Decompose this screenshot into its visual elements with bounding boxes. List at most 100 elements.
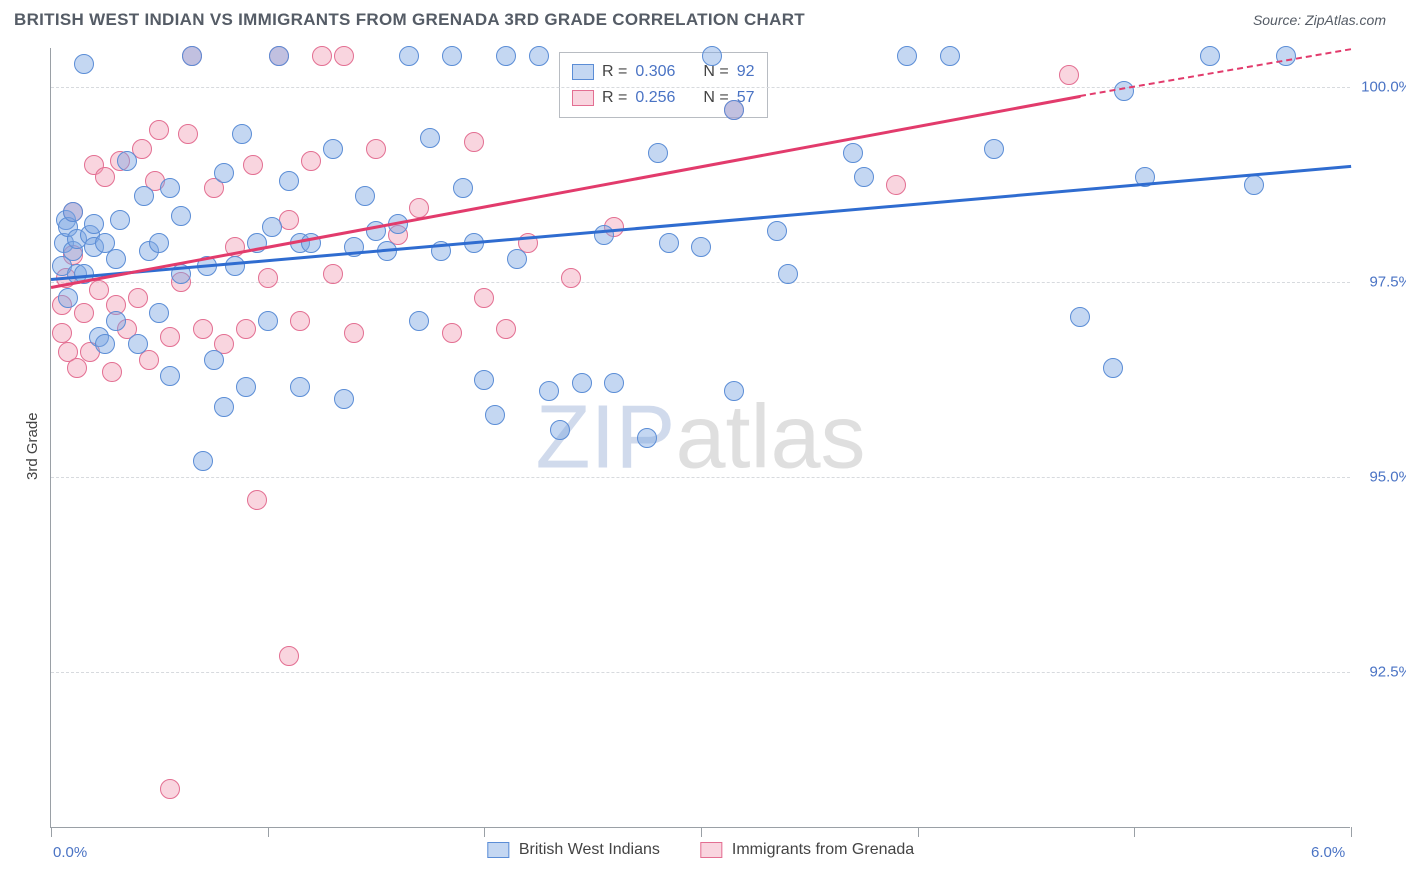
scatter-point <box>243 155 263 175</box>
scatter-point <box>1200 46 1220 66</box>
scatter-point <box>52 323 72 343</box>
legend-label-1: British West Indians <box>519 841 660 859</box>
scatter-point <box>323 139 343 159</box>
scatter-point <box>594 225 614 245</box>
scatter-point <box>572 373 592 393</box>
x-tick <box>701 827 702 837</box>
scatter-point <box>236 377 256 397</box>
x-tick <box>918 827 919 837</box>
scatter-point <box>193 319 213 339</box>
legend-item-2: Immigrants from Grenada <box>700 841 914 859</box>
y-axis-label: 3rd Grade <box>24 412 41 480</box>
swatch-series-2 <box>572 90 594 106</box>
scatter-point <box>442 323 462 343</box>
scatter-point <box>204 350 224 370</box>
scatter-point <box>539 381 559 401</box>
scatter-point <box>344 323 364 343</box>
watermark: ZIPatlas <box>535 386 865 489</box>
scatter-point <box>149 233 169 253</box>
scatter-point <box>843 143 863 163</box>
scatter-point <box>420 128 440 148</box>
x-tick-label: 0.0% <box>53 844 87 861</box>
scatter-point <box>95 167 115 187</box>
scatter-point <box>58 288 78 308</box>
y-tick-label: 92.5% <box>1357 664 1406 681</box>
scatter-point <box>604 373 624 393</box>
scatter-point <box>496 46 516 66</box>
scatter-point <box>236 319 256 339</box>
scatter-point <box>1070 307 1090 327</box>
scatter-point <box>290 377 310 397</box>
scatter-point <box>659 233 679 253</box>
x-tick <box>1134 827 1135 837</box>
scatter-point <box>550 420 570 440</box>
scatter-point <box>214 397 234 417</box>
scatter-point <box>334 389 354 409</box>
scatter-point <box>323 264 343 284</box>
scatter-point <box>561 268 581 288</box>
scatter-point <box>897 46 917 66</box>
scatter-point <box>1244 175 1264 195</box>
scatter-point <box>409 311 429 331</box>
scatter-point <box>128 288 148 308</box>
x-tick-label: 6.0% <box>1311 844 1345 861</box>
scatter-point <box>95 334 115 354</box>
y-tick-label: 97.5% <box>1357 274 1406 291</box>
scatter-point <box>149 303 169 323</box>
watermark-atlas: atlas <box>675 387 865 487</box>
plot-area: ZIPatlas R = 0.306 N = 92 R = 0.256 N = … <box>50 48 1350 828</box>
scatter-point <box>940 46 960 66</box>
legend-label-2: Immigrants from Grenada <box>732 841 914 859</box>
scatter-point <box>193 451 213 471</box>
r-value-2: 0.256 <box>635 85 675 111</box>
scatter-point <box>886 175 906 195</box>
grid-line <box>51 87 1350 88</box>
scatter-point <box>334 46 354 66</box>
scatter-point <box>74 54 94 74</box>
scatter-point <box>160 366 180 386</box>
scatter-point <box>110 210 130 230</box>
scatter-point <box>496 319 516 339</box>
scatter-point <box>464 132 484 152</box>
scatter-point <box>117 151 137 171</box>
r-value-1: 0.306 <box>635 59 675 85</box>
scatter-point <box>247 490 267 510</box>
scatter-point <box>160 327 180 347</box>
scatter-point <box>279 646 299 666</box>
scatter-point <box>312 46 332 66</box>
scatter-point <box>84 214 104 234</box>
scatter-point <box>225 256 245 276</box>
scatter-point <box>637 428 657 448</box>
y-tick-label: 95.0% <box>1357 469 1406 486</box>
scatter-point <box>102 362 122 382</box>
x-tick <box>1351 827 1352 837</box>
grid-line <box>51 282 1350 283</box>
scatter-point <box>529 46 549 66</box>
scatter-point <box>279 171 299 191</box>
series-legend: British West Indians Immigrants from Gre… <box>487 841 914 859</box>
r-label: R = <box>602 85 627 111</box>
scatter-point <box>409 198 429 218</box>
scatter-point <box>366 139 386 159</box>
scatter-point <box>290 311 310 331</box>
scatter-point <box>134 186 154 206</box>
scatter-point <box>702 46 722 66</box>
scatter-point <box>984 139 1004 159</box>
n-value-1: 92 <box>737 59 755 85</box>
scatter-point <box>399 46 419 66</box>
scatter-point <box>767 221 787 241</box>
swatch-series-1 <box>572 64 594 80</box>
scatter-point <box>648 143 668 163</box>
y-tick-label: 100.0% <box>1357 79 1406 96</box>
scatter-point <box>1103 358 1123 378</box>
scatter-point <box>474 288 494 308</box>
scatter-point <box>63 202 83 222</box>
scatter-point <box>474 370 494 390</box>
scatter-point <box>355 186 375 206</box>
scatter-point <box>232 124 252 144</box>
scatter-point <box>724 100 744 120</box>
x-tick <box>51 827 52 837</box>
r-label: R = <box>602 59 627 85</box>
scatter-point <box>89 280 109 300</box>
swatch-series-1b <box>487 842 509 858</box>
